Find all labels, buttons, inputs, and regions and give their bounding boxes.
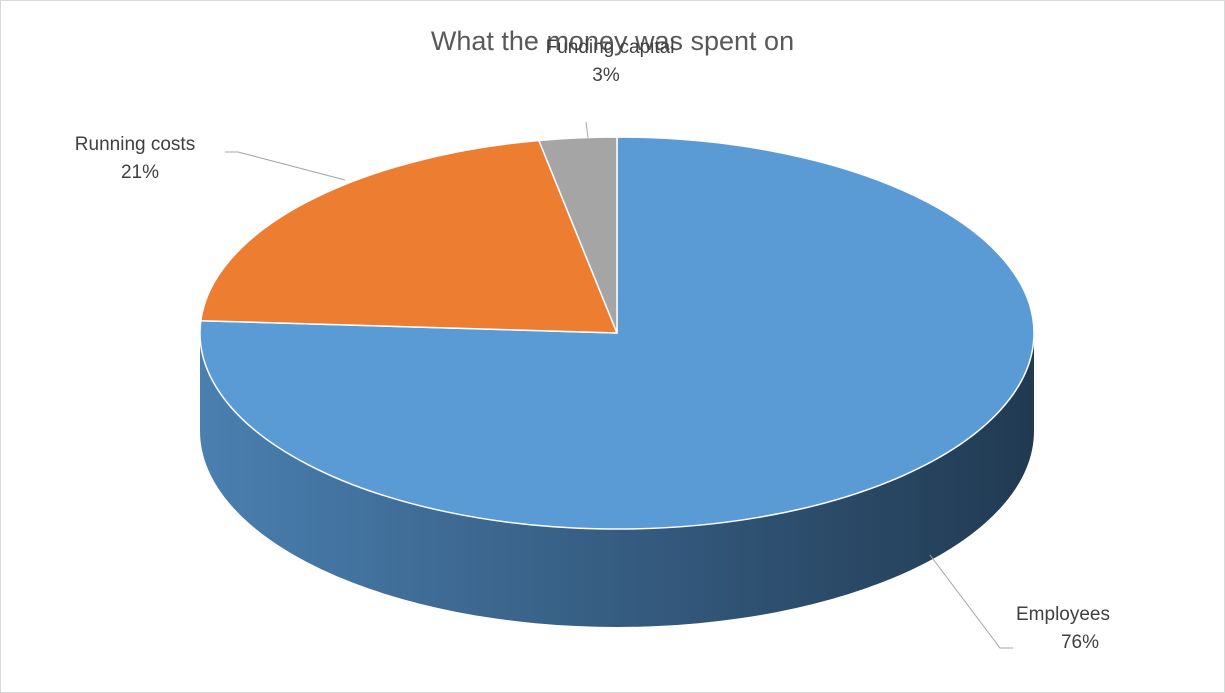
data-label-funding-capital-name: Funding capital (546, 37, 675, 58)
pie-slice-running-costs (200, 139, 618, 334)
data-label-running-costs-percent: 21% (121, 162, 159, 183)
data-label-employees-percent: 76% (1061, 632, 1099, 653)
pie-side-wall (200, 333, 1034, 627)
pie-slice-funding-capital (538, 136, 618, 334)
data-label-employees-name: Employees (1016, 604, 1110, 625)
data-label-funding-capital-percent: 3% (592, 65, 620, 86)
data-label-running-costs-name: Running costs (75, 134, 195, 155)
chart-title: What the money was spent on (430, 26, 795, 56)
leader-line-funding-capital (585, 121, 589, 139)
leader-line-employees (929, 554, 1013, 649)
leader-line-running-costs (225, 151, 346, 181)
